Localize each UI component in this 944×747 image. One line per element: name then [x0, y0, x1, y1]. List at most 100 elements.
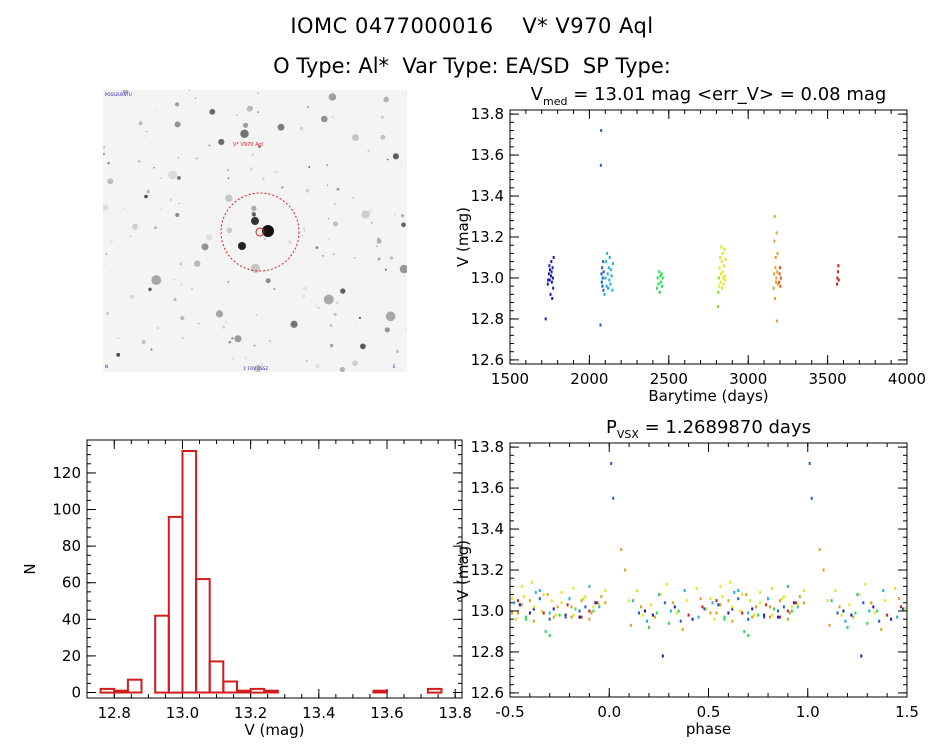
y-axis-label: V (mag): [454, 540, 472, 600]
data-point: [844, 619, 847, 623]
data-point: [550, 260, 553, 264]
star: [376, 245, 378, 248]
data-point: [775, 319, 778, 323]
data-point: [826, 599, 829, 603]
data-point: [588, 617, 591, 621]
star: [321, 115, 328, 123]
histogram-bar: [99, 687, 116, 694]
data-point: [741, 611, 744, 615]
data-point: [864, 582, 867, 586]
star: [264, 238, 266, 240]
star: [141, 339, 146, 345]
histogram-bar: [154, 614, 170, 694]
data-point: [596, 601, 599, 605]
y-tick-label: 13.2: [471, 561, 504, 579]
star: [201, 243, 209, 251]
y-tick-label: 12.6: [471, 351, 504, 369]
data-point: [564, 613, 567, 617]
star: [303, 286, 308, 291]
data-point: [600, 280, 603, 284]
data-point: [638, 611, 640, 615]
series-season-7: [772, 215, 779, 323]
data-point: [808, 462, 811, 465]
data-point: [866, 621, 869, 625]
data-point: [590, 611, 593, 615]
data-point: [713, 617, 716, 621]
x-tick-label: 12.8: [98, 704, 131, 722]
data-point: [528, 599, 531, 603]
y-tick-label: 13.4: [471, 520, 504, 538]
data-point: [763, 613, 766, 617]
histogram-bar: [222, 680, 238, 694]
data-point: [608, 278, 611, 282]
data-point: [765, 603, 768, 607]
data-point: [691, 617, 694, 621]
data-point: [779, 615, 781, 619]
series-season-4: [655, 270, 664, 294]
series-season-7-wrapped: [511, 548, 901, 631]
star: [209, 108, 216, 115]
series-season-8: [778, 266, 782, 288]
data-point: [660, 272, 663, 276]
x-axis-label: Barytime (days): [648, 387, 768, 405]
data-point: [640, 605, 642, 609]
star: [208, 144, 211, 147]
series-season-6: [718, 245, 727, 290]
data-point: [772, 286, 775, 290]
data-point: [592, 605, 595, 609]
x-tick-label: 2000: [570, 370, 608, 388]
data-point: [773, 215, 776, 218]
star: [255, 314, 258, 317]
star: [226, 227, 233, 234]
histogram-bar: [249, 687, 266, 694]
x-tick-label: 3000: [729, 370, 767, 388]
data-point: [780, 597, 783, 601]
data-point: [886, 613, 889, 617]
data-point: [612, 496, 615, 500]
data-point: [578, 615, 581, 619]
data-point: [683, 589, 686, 592]
data-point: [856, 593, 859, 597]
star: [234, 335, 242, 343]
star: [144, 194, 148, 199]
data-point: [655, 611, 658, 615]
star: [326, 164, 329, 167]
data-point: [722, 282, 725, 286]
data-point: [552, 607, 555, 611]
data-point: [719, 256, 722, 259]
sky-background: [103, 90, 407, 372]
star: [177, 157, 180, 159]
star: [386, 158, 389, 161]
data-point: [610, 274, 613, 278]
data-point: [552, 286, 555, 290]
series-season-5: [717, 276, 720, 309]
data-point: [687, 613, 690, 617]
star: [301, 235, 304, 237]
star: [389, 256, 394, 260]
star: [336, 302, 338, 304]
data-point: [578, 609, 581, 613]
star: [384, 327, 390, 333]
data-point: [513, 601, 515, 605]
star: [110, 240, 113, 243]
data-point: [588, 584, 591, 588]
data-point: [515, 617, 517, 621]
y-axis-label: V (mag): [454, 207, 472, 267]
data-point: [547, 272, 550, 276]
star: [290, 320, 298, 328]
data-point: [743, 630, 746, 633]
data-point: [681, 627, 684, 631]
data-point: [532, 607, 535, 611]
data-point: [751, 607, 754, 611]
star: [253, 344, 256, 347]
data-point: [810, 496, 813, 500]
star: [122, 90, 129, 95]
data-point: [755, 605, 758, 609]
series-season-1-wrapped: [518, 601, 893, 658]
data-point: [771, 613, 773, 617]
data-point: [636, 589, 638, 592]
data-point: [564, 615, 567, 619]
data-point: [600, 129, 603, 132]
star: [358, 316, 362, 320]
data-point: [753, 613, 756, 617]
